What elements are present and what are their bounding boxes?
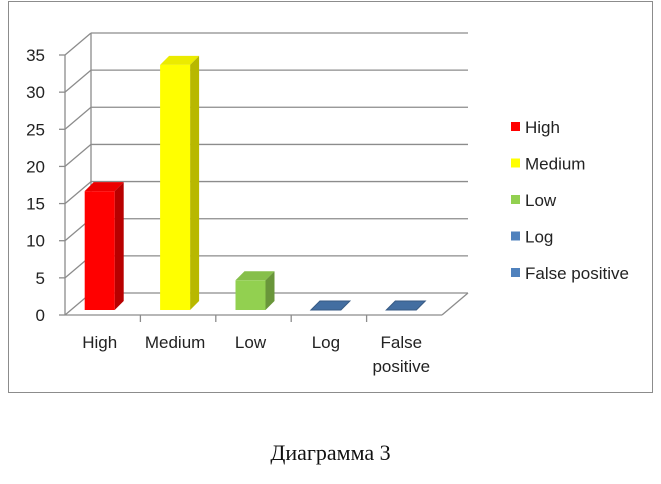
y-tick-label: 15 (26, 195, 45, 214)
bar-top-low (235, 271, 275, 281)
legend-label: False positive (525, 264, 629, 283)
x-tick-label: High (82, 333, 117, 352)
y-tick-label: 25 (26, 120, 45, 139)
y-tick-label: 30 (26, 83, 45, 102)
x-tick-label: Log (312, 333, 340, 352)
gridline-side (64, 181, 92, 205)
bar-high (84, 191, 115, 310)
x-tick-label: positive (372, 357, 430, 376)
y-tick-label: 20 (26, 157, 45, 176)
x-tick-label: Medium (145, 333, 205, 352)
bar-low (235, 280, 266, 310)
bar-top-log (309, 300, 352, 311)
x-tick-label: Low (235, 333, 267, 352)
floor-right-edge (441, 292, 469, 316)
legend-label: Log (525, 228, 553, 247)
bar-side-high (114, 182, 124, 310)
legend-label: Medium (525, 155, 585, 174)
y-tick-label: 0 (36, 306, 45, 325)
y-tick-label: 10 (26, 232, 45, 251)
bar-side-low (265, 271, 275, 310)
bar-medium (160, 64, 191, 310)
legend-swatch-1 (511, 158, 520, 168)
gridline-side (64, 106, 92, 130)
gridline-side (64, 69, 92, 93)
legend-swatch-0 (511, 122, 520, 131)
gridline-side (64, 143, 92, 167)
legend-label: High (525, 118, 560, 137)
y-tick-label: 35 (26, 46, 45, 65)
bar-side-medium (190, 55, 200, 310)
x-tick-label: False (381, 333, 423, 352)
chart-caption: Диаграмма 3 (270, 440, 391, 465)
gridline-side (64, 32, 92, 56)
y-tick-label: 5 (36, 269, 45, 288)
legend-label: Low (525, 191, 557, 210)
legend-swatch-4 (511, 268, 520, 277)
bar-top-false-positive (385, 300, 427, 311)
legend-swatch-3 (511, 231, 520, 241)
bar-top-medium (160, 55, 200, 65)
legend-swatch-2 (511, 195, 520, 204)
bar-top-high (84, 182, 124, 192)
